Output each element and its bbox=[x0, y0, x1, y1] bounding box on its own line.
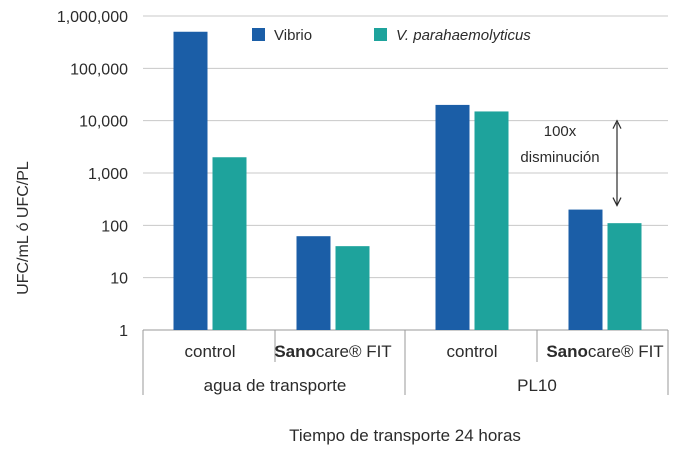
annotation-text: disminución bbox=[520, 149, 599, 166]
bar-vibrio-3 bbox=[435, 104, 470, 330]
x-axis: control Sanocare® FIT control Sanocare® FIT… bbox=[142, 330, 669, 395]
annotation-text: 100x bbox=[544, 123, 577, 140]
legend: Vibrio V. parahaemolyticus bbox=[252, 27, 531, 44]
bars bbox=[173, 31, 642, 330]
y-tick-label: 10 bbox=[110, 271, 128, 288]
bar-v-parahaemolyticus-1 bbox=[212, 157, 247, 330]
legend-label: Vibrio bbox=[274, 27, 312, 44]
category-label: Sanocare® FIT bbox=[274, 342, 391, 361]
bar-vibrio-2 bbox=[296, 236, 331, 330]
legend-label: V. parahaemolyticus bbox=[396, 27, 531, 44]
y-tick-label: 1,000 bbox=[88, 166, 128, 183]
bar-v-parahaemolyticus-3 bbox=[474, 111, 509, 330]
group-label: PL10 bbox=[517, 376, 557, 395]
y-tick-label: 10,000 bbox=[79, 114, 128, 131]
y-tick-label: 1 bbox=[119, 323, 128, 340]
category-label: control bbox=[184, 342, 235, 361]
category-label: control bbox=[446, 342, 497, 361]
annotation-arrowhead-down bbox=[612, 197, 622, 207]
y-tick-label: 1,000,000 bbox=[57, 9, 128, 26]
y-tick-labels: 1 10 100 1,000 10,000 100,000 1,000,000 bbox=[57, 9, 128, 340]
bar-vibrio-1 bbox=[173, 31, 208, 330]
y-tick-label: 100 bbox=[101, 218, 128, 235]
bar-v-parahaemolyticus-2 bbox=[335, 246, 370, 330]
legend-swatch bbox=[374, 28, 387, 41]
annotation: 100x disminución bbox=[520, 119, 622, 207]
x-axis-title: Tiempo de transporte 24 horas bbox=[289, 426, 521, 445]
y-axis-title: UFC/mL ó UFC/PL bbox=[15, 161, 32, 295]
legend-swatch bbox=[252, 28, 265, 41]
group-label: agua de transporte bbox=[204, 376, 347, 395]
category-label: Sanocare® FIT bbox=[546, 342, 663, 361]
annotation-arrowhead-up bbox=[612, 119, 622, 129]
bar-v-parahaemolyticus-4 bbox=[607, 223, 642, 330]
bar-vibrio-4 bbox=[568, 209, 603, 330]
y-tick-label: 100,000 bbox=[70, 61, 128, 78]
